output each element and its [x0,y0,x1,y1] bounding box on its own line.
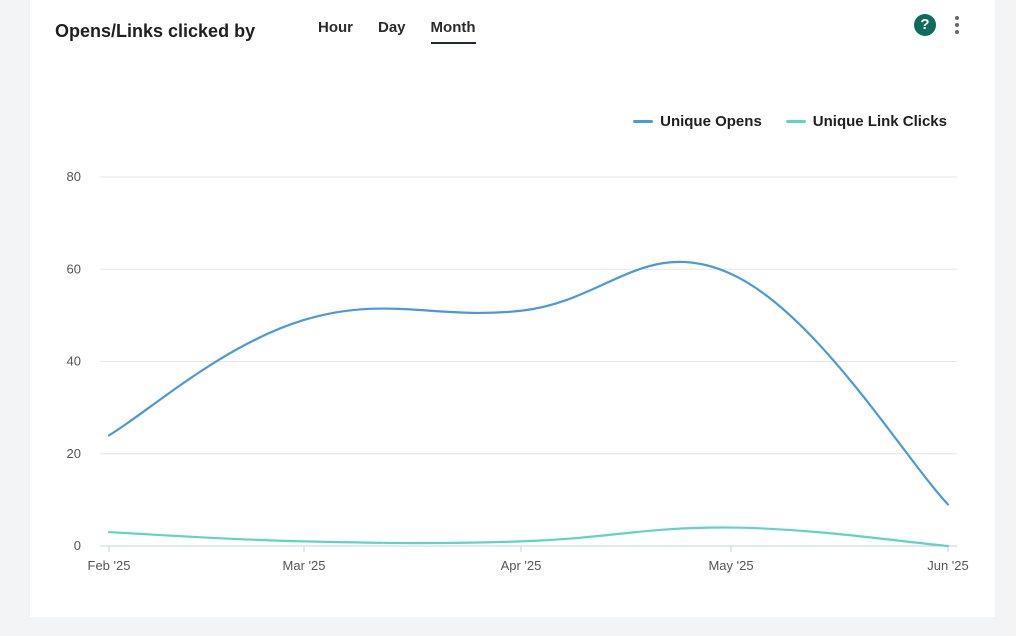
tab-hour[interactable]: Hour [318,19,353,36]
legend-swatch-unique-link-clicks [785,120,806,123]
chart-legend: Unique Opens Unique Link Clicks [633,113,947,130]
x-tick-label: May '25 [708,558,753,573]
series-line-unique-link-clicks [107,526,950,548]
y-tick-label: 40 [67,354,81,369]
x-tick-label: Mar '25 [283,558,326,573]
x-tick-label: Apr '25 [501,558,542,573]
chart-card: Opens/Links clicked by Hour Day Month ? … [30,0,995,617]
legend-label-unique-opens: Unique Opens [660,113,762,130]
legend-item-unique-opens[interactable]: Unique Opens [633,113,762,130]
y-tick-label: 0 [74,538,81,553]
y-tick-label: 60 [67,261,81,276]
time-granularity-tabs: Hour Day Month [318,19,476,44]
help-circle-icon[interactable]: ? [914,14,936,36]
y-tick-label: 80 [67,169,81,184]
tab-month[interactable]: Month [430,19,476,44]
more-vertical-icon[interactable] [951,16,963,36]
legend-label-unique-link-clicks: Unique Link Clicks [812,113,947,130]
chart-title: Opens/Links clicked by [55,21,256,41]
x-tick-label: Jun '25 [927,558,969,573]
series-line-unique-opens [107,260,950,506]
tab-day[interactable]: Day [378,19,406,36]
y-tick-label: 20 [67,446,81,461]
legend-item-unique-link-clicks[interactable]: Unique Link Clicks [785,113,947,130]
legend-swatch-unique-opens [633,120,654,123]
x-tick-label: Feb '25 [88,558,131,573]
